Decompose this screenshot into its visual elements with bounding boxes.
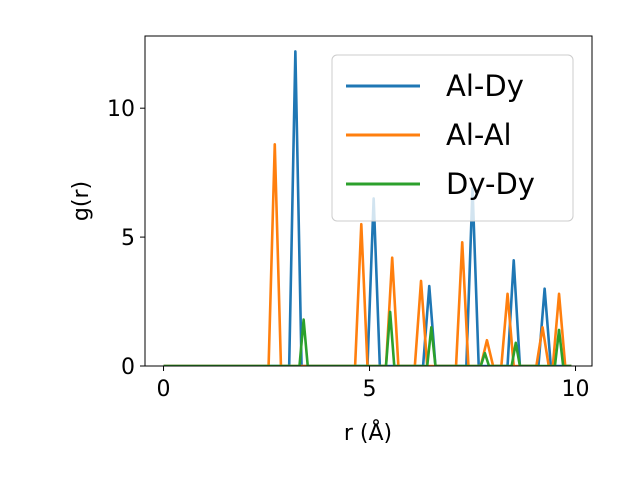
- x-axis-label: r (Å): [344, 419, 392, 446]
- series-layer: [163, 50, 572, 366]
- y-tick-label: 10: [107, 97, 135, 122]
- y-tick-label: 0: [121, 355, 135, 380]
- x-tick-label: 0: [157, 377, 171, 402]
- x-tick-label: 5: [363, 377, 377, 402]
- x-tick-label: 10: [562, 377, 590, 402]
- plot-frame: [144, 35, 593, 367]
- legend-label-al-dy: Al-Dy: [446, 69, 524, 103]
- series-line-al-al: [163, 142, 572, 366]
- legend: Al-Dy Al-Al Dy-Dy: [331, 54, 574, 222]
- legend-box: [331, 54, 574, 222]
- y-tick-label: 5: [121, 226, 135, 251]
- legend-label-dy-dy: Dy-Dy: [446, 167, 535, 201]
- ticks-layer: 0 5 10 0 5 10: [107, 97, 590, 402]
- y-axis-label: g(r): [69, 181, 94, 221]
- legend-label-al-al: Al-Al: [446, 118, 512, 152]
